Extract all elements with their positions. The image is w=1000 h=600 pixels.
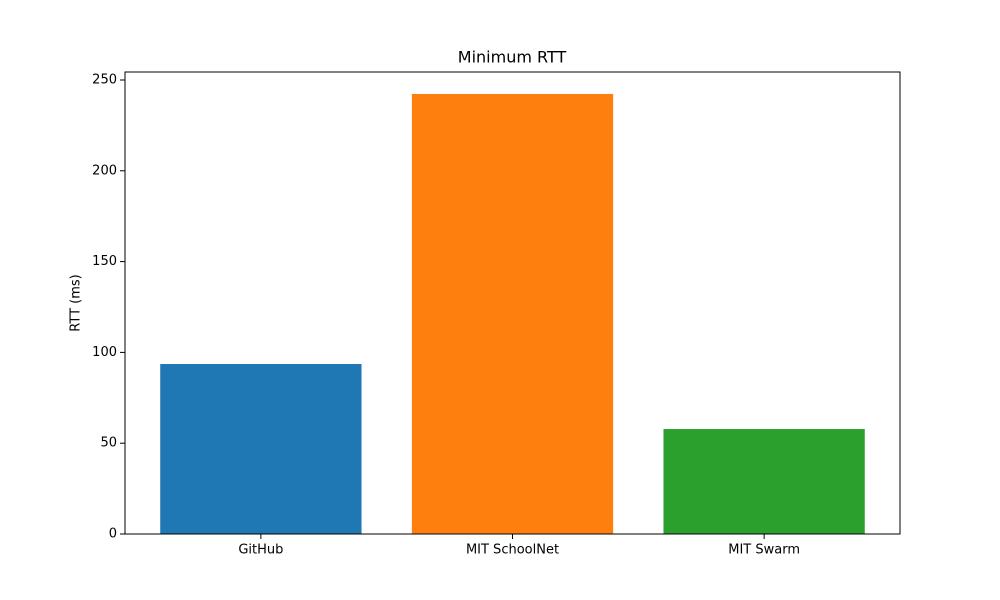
x-tick-label: MIT SchoolNet	[466, 543, 559, 558]
x-tick-label: MIT Swarm	[728, 543, 800, 558]
plot-frame	[124, 71, 901, 535]
bar	[663, 429, 865, 534]
chart-title: Minimum RTT	[458, 48, 567, 67]
y-axis-label: RTT (ms)	[69, 274, 84, 331]
x-tick-label: GitHub	[238, 543, 283, 558]
bar	[411, 93, 614, 534]
bar	[160, 364, 362, 534]
y-tick-label: 250	[92, 72, 117, 87]
y-tick-label: 150	[92, 254, 117, 269]
y-tick-label: 200	[92, 163, 117, 178]
y-tick-label: 100	[92, 345, 117, 360]
y-tick-label: 0	[109, 527, 117, 542]
y-tick-label: 50	[100, 436, 117, 451]
